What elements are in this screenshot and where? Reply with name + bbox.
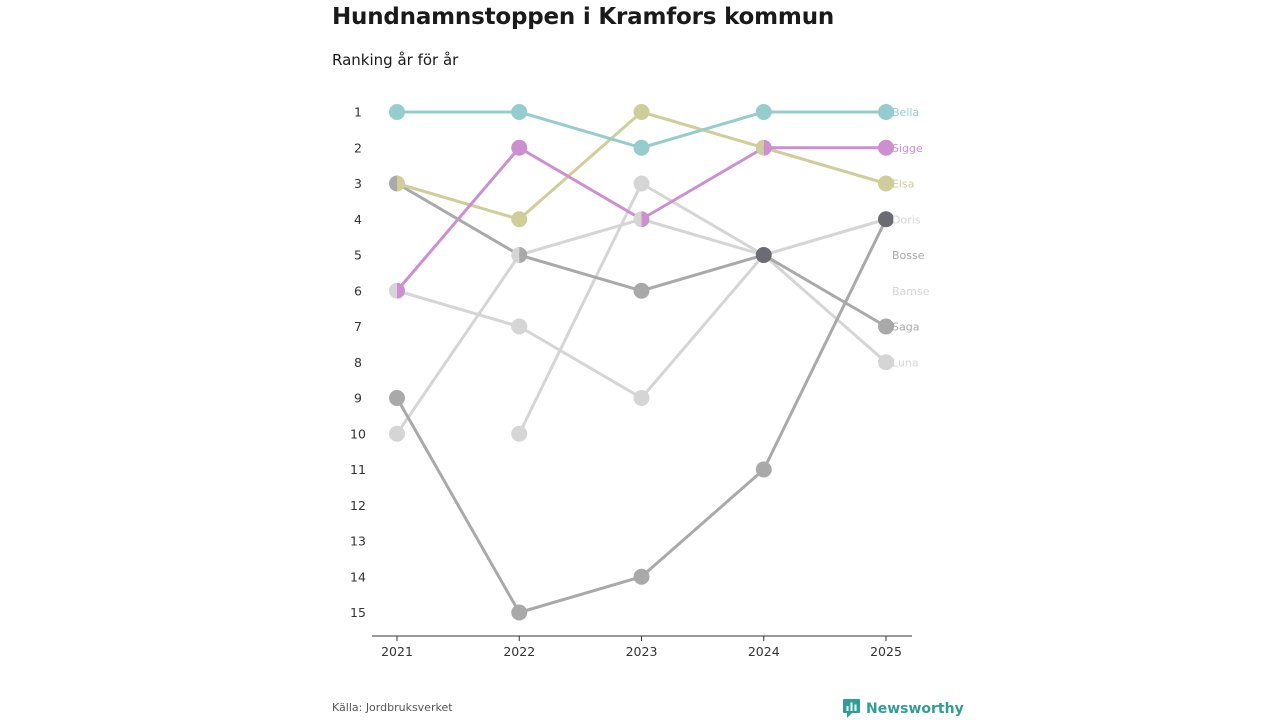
y-tick-label: 7 <box>354 319 362 334</box>
newsworthy-logo-icon <box>843 699 860 718</box>
x-tick-label: 2025 <box>870 644 902 659</box>
end-label-doris: Doris <box>892 213 921 226</box>
data-point-bamse-sigge <box>389 282 405 299</box>
data-point-saga-elsa <box>389 175 405 192</box>
point-slice-sigge <box>641 211 650 228</box>
y-tick-label: 4 <box>354 212 362 227</box>
source-note: Källa: Jordbruksverket <box>332 701 453 714</box>
point-slice-saga <box>389 175 397 192</box>
data-point-doris-bosse <box>878 211 894 228</box>
x-tick-label: 2021 <box>381 644 413 659</box>
data-point-doris-saga <box>511 247 528 263</box>
brand-name: Newsworthy <box>866 700 964 717</box>
data-point-elsa <box>878 175 894 192</box>
y-tick-label: 11 <box>350 462 366 477</box>
y-tick-label: 14 <box>350 569 366 584</box>
series-points <box>389 104 894 621</box>
y-tick-label: 6 <box>354 283 362 298</box>
y-tick-label: 3 <box>354 176 362 191</box>
data-point-bella <box>389 104 405 120</box>
data-point-bosse <box>389 390 405 406</box>
point-slice-sigge <box>763 139 772 156</box>
series-line-luna <box>517 182 888 436</box>
data-point-luna <box>878 354 894 371</box>
data-point-luna <box>511 425 528 442</box>
data-point-bosse <box>633 568 650 585</box>
y-tick-label: 1 <box>354 105 362 120</box>
end-label-elsa: Elsa <box>892 178 914 191</box>
data-point-bosse <box>511 604 528 621</box>
data-point-bosse <box>755 461 772 478</box>
data-point-bella <box>633 139 650 156</box>
data-point-bamse <box>511 318 528 335</box>
point-slice-elsa <box>397 175 405 192</box>
data-point-bella <box>755 104 772 120</box>
data-point-saga <box>878 318 894 335</box>
data-point-sigge <box>878 139 894 156</box>
data-point-luna <box>633 175 650 192</box>
point-slice-doris <box>633 211 642 228</box>
end-labels: Bella Sigge Elsa Doris Bosse Bamse Saga Luna <box>892 106 930 369</box>
point-slice-sigge <box>397 282 405 299</box>
data-point-saga <box>633 282 650 299</box>
data-point-elsa <box>511 211 528 228</box>
data-point-sigge <box>511 139 528 156</box>
end-label-saga: Saga <box>892 321 919 334</box>
point-slice-saga <box>519 247 528 263</box>
x-tick-label: 2022 <box>503 644 535 659</box>
point-slice-bamse <box>389 282 397 299</box>
y-tick-label: 15 <box>350 605 366 620</box>
x-tick-label: 2024 <box>748 644 780 659</box>
data-point-doris-sigge <box>633 211 650 228</box>
series-line-bamse <box>395 253 766 400</box>
brand-logo: Newsworthy <box>842 698 964 719</box>
data-point-bella <box>511 104 528 120</box>
data-point-bamse-luna-doris-saga <box>755 247 772 263</box>
y-tick-label: 8 <box>354 355 362 370</box>
data-point-bamse <box>633 390 650 406</box>
y-tick-label: 9 <box>354 391 362 406</box>
end-label-sigge: Sigge <box>892 142 923 155</box>
x-tick-label: 2023 <box>626 644 658 659</box>
chart-title: Hundnamnstoppen i Kramfors kommun <box>332 4 835 30</box>
data-point-elsa-sigge <box>755 139 772 156</box>
point-slice-doris <box>511 247 520 263</box>
end-label-bella: Bella <box>892 106 919 119</box>
y-tick-label: 13 <box>350 534 366 549</box>
chart-subtitle: Ranking år för år <box>332 51 459 69</box>
end-label-bamse: Bamse <box>892 285 930 298</box>
data-point-elsa <box>633 104 650 120</box>
end-label-luna: Luna <box>892 356 919 369</box>
end-label-bosse: Bosse <box>892 249 925 262</box>
x-axis-ticks: 2021 2022 2023 2024 2025 <box>381 636 902 659</box>
series-line-bosse <box>395 217 888 614</box>
y-tick-label: 2 <box>354 140 362 155</box>
data-point-bella <box>878 104 894 120</box>
y-tick-label: 5 <box>354 248 362 263</box>
y-tick-label: 10 <box>350 426 366 441</box>
y-tick-label: 12 <box>350 498 366 513</box>
point-slice-elsa <box>755 139 764 156</box>
data-point-doris <box>389 425 405 442</box>
